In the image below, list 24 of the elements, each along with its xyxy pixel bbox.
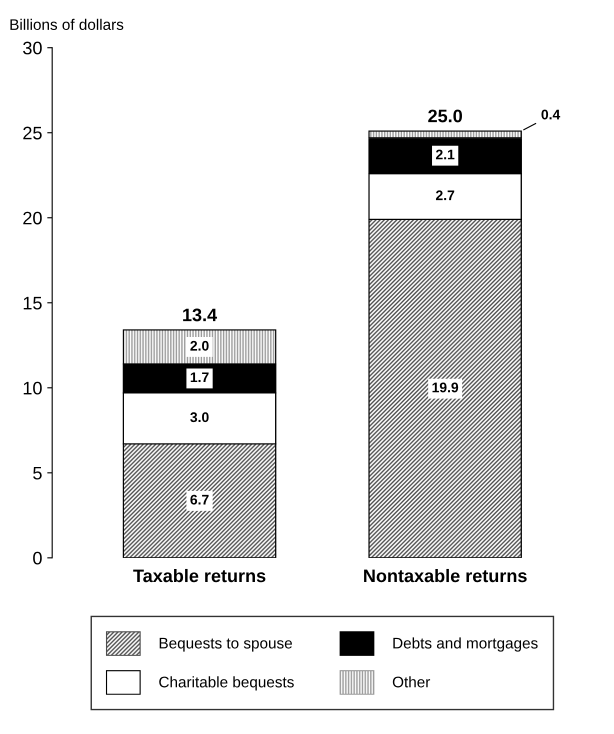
legend-label: Bequests to spouse: [160, 638, 292, 652]
data-label: 2.0: [190, 340, 209, 351]
data-label: 1.7: [190, 372, 209, 382]
legend-label: Charitable bequests: [159, 676, 294, 690]
legend-label: Other: [392, 676, 430, 688]
x-tick-label: Taxable returns: [133, 568, 266, 582]
y-tick-label: 25: [23, 126, 42, 140]
data-label: 3.0: [190, 412, 209, 422]
data-label: 2.7: [436, 190, 454, 200]
data-label: 2.1: [436, 150, 454, 160]
y-tick-label: 5: [33, 466, 42, 480]
y-tick-label: 0: [33, 552, 42, 565]
total-label: 13.4: [183, 308, 218, 322]
data-label: 19.9: [432, 382, 458, 392]
y-tick-label: 10: [24, 382, 42, 395]
y-tick-label: 30: [23, 42, 42, 54]
data-label: 0.4: [541, 110, 560, 120]
legend-label: Debts and mortgages: [393, 637, 538, 652]
y-axis-title: Billions of dollars: [10, 18, 124, 30]
total-label: 25.0: [428, 110, 462, 122]
y-tick-label: 20: [23, 212, 42, 224]
x-tick-label: Nontaxable returns: [364, 568, 527, 582]
data-label: 6.7: [190, 494, 209, 505]
y-tick-label: 15: [24, 296, 42, 310]
